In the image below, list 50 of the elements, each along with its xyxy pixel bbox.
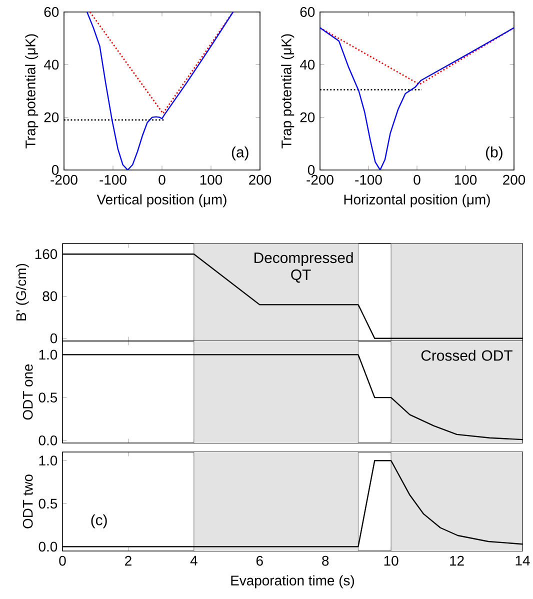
y-tick-label: 0 [50,333,58,344]
y-tick-label: 0 [52,165,59,175]
x-tick-label: 200 [249,174,272,185]
y-tick-label: 40 [44,60,59,70]
y-axis-title: Trap potential (μK) [281,34,294,148]
annotation: (a) [232,146,248,160]
x-tick-label: 100 [454,174,477,185]
x-tick-label: -100 [100,174,126,185]
x-tick-label: 100 [200,174,222,185]
x-axis-title: Evaporation time (s) [231,575,354,588]
y-axis-title: B' (G/cm) [16,264,29,320]
x-tick-label: 10 [384,556,398,566]
y-tick-label: 60 [300,7,315,17]
y-tick-label: 20 [300,112,315,122]
x-tick-label: -200 [306,174,334,185]
x-tick-label: 2 [125,556,132,566]
y-tick-label: 0.0 [38,542,58,552]
y-tick-label: 40 [300,60,315,70]
x-tick-label: -100 [355,174,382,185]
x-axis-title: Horizontal position (μm) [344,194,490,208]
band-label: Decompressed QT [254,252,353,283]
x-tick-label: -200 [50,174,78,185]
x-tick-label: 12 [450,556,464,566]
x-tick-label: 0 [158,174,166,185]
y-tick-label: 1.0 [39,456,58,466]
y-tick-label: 0.5 [38,498,58,509]
y-axis-title: ODT two [22,474,33,528]
y-tick-label: 80 [42,291,58,302]
y-tick-label: 0.0 [38,435,58,446]
y-tick-label: 1.0 [39,350,58,360]
y-tick-label: 20 [44,112,59,122]
x-tick-label: 200 [503,174,526,185]
annotation: (b) [486,146,502,160]
line-series [86,12,234,170]
x-tick-label: 14 [516,556,530,566]
line-series [320,27,514,170]
y-axis-title: Trap potential (μK) [25,34,38,148]
y-tick-label: 0 [308,165,315,175]
x-axis-title: Vertical position (μm) [96,194,226,208]
x-tick-label: 4 [190,556,198,566]
x-tick-label: 6 [256,556,263,566]
x-tick-label: 0 [414,174,420,185]
y-axis-title: ODT one [22,364,33,420]
band-label: Crossed ODT [421,350,512,361]
x-tick-label: 8 [322,556,329,566]
x-tick-label: 0 [59,556,66,566]
y-tick-label: 60 [44,7,59,17]
annotation: (c) [91,514,107,528]
y-tick-label: 0.5 [38,392,58,403]
y-tick-label: 160 [35,249,58,260]
